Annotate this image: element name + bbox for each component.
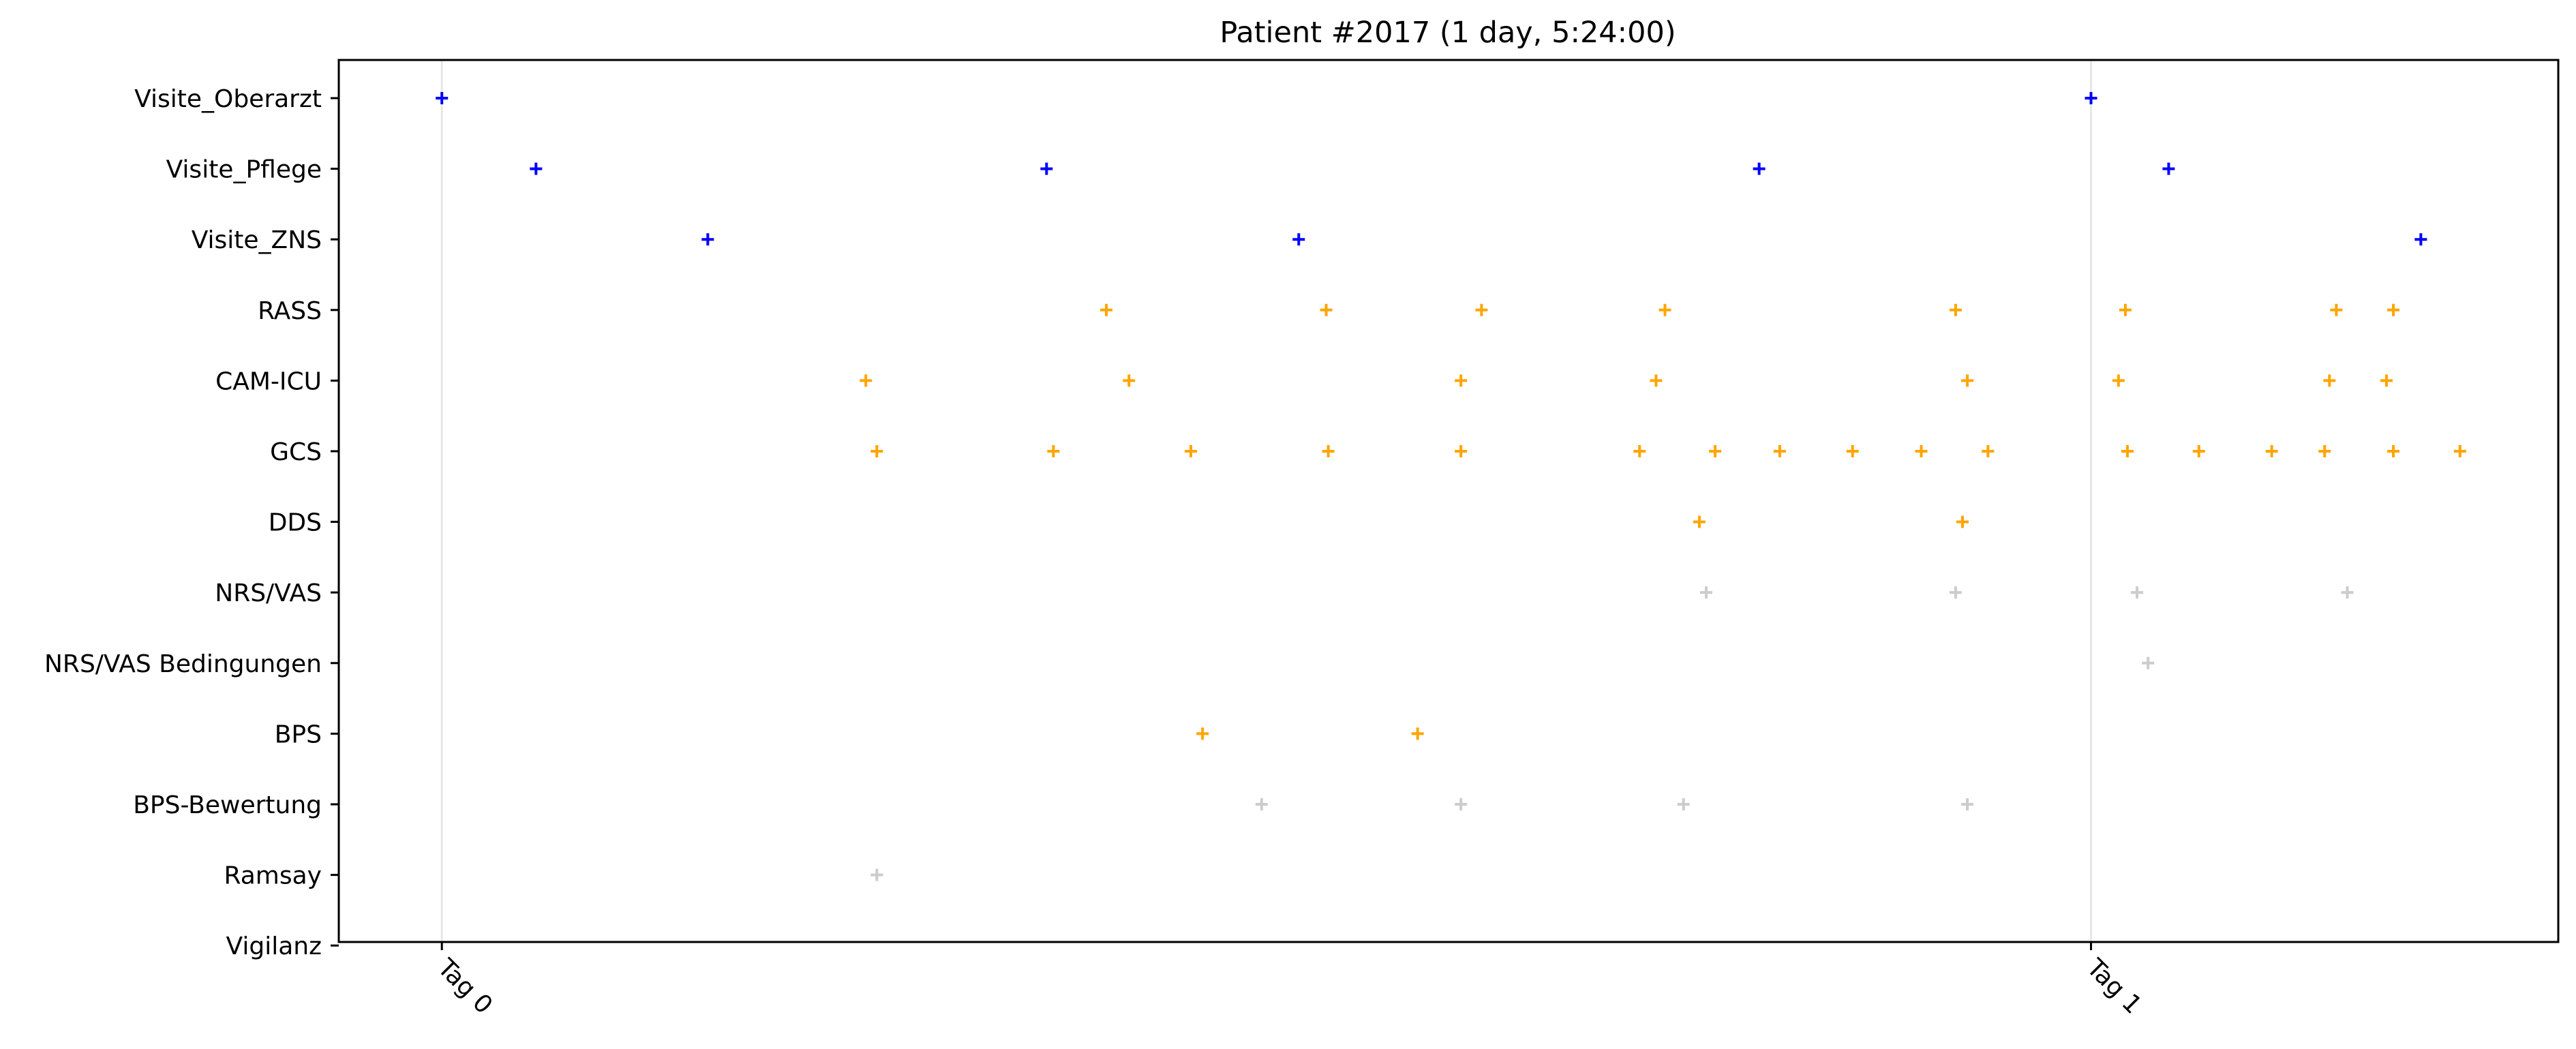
data-point: [1292, 233, 1305, 246]
data-point: [2330, 303, 2343, 316]
data-point: [2380, 374, 2393, 387]
y-axis: Visite_Oberarzt Visite_Pflege Visite_ZNS RA…: [44, 85, 339, 960]
y-tick-label: Visite_Pflege: [166, 156, 322, 184]
data-point: [2142, 656, 2155, 669]
x-axis: Tag 0 Tag 1: [431, 942, 2147, 1020]
y-tick-label: GCS: [270, 438, 322, 466]
x-tick-label: Tag 1: [2080, 954, 2147, 1020]
data-point: [701, 233, 714, 246]
data-point: [2192, 445, 2205, 457]
data-point: [860, 374, 873, 387]
y-tick-label: BPS-Bewertung: [133, 791, 322, 819]
data-point: [1196, 727, 1209, 740]
day-lines: [440, 60, 2093, 942]
y-tick-label: NRS/VAS Bedingungen: [44, 650, 322, 678]
data-point: [1982, 445, 1995, 457]
data-point: [1633, 445, 1646, 457]
data-point: [1455, 798, 1468, 810]
data-point: [1700, 586, 1713, 599]
data-point: [1650, 374, 1663, 387]
data-point: [2341, 586, 2354, 599]
data-point: [1100, 303, 1112, 316]
data-point: [2323, 374, 2336, 387]
data-point: [1949, 303, 1962, 316]
data-point: [1956, 515, 1969, 528]
plot-area: [337, 59, 2560, 943]
data-point: [2318, 445, 2331, 457]
data-point: [2121, 445, 2134, 457]
data-point: [1949, 586, 1962, 599]
data-point: [870, 445, 883, 457]
data-point: [2085, 92, 2097, 104]
data-point: [1773, 445, 1786, 457]
data-point: [530, 162, 543, 175]
y-tick-label: Vigilanz: [226, 932, 322, 960]
x-tick-label: Tag 0: [431, 954, 498, 1020]
data-point: [1047, 445, 1060, 457]
data-point: [1320, 303, 1333, 316]
y-tick-label: RASS: [258, 297, 322, 325]
data-point: [1455, 374, 1468, 387]
chart-title: Patient #2017 (1 day, 5:24:00): [1219, 16, 1676, 50]
data-point: [1658, 303, 1671, 316]
data-point: [2162, 162, 2175, 175]
y-tick-label: DDS: [269, 509, 322, 537]
y-tick-label: NRS/VAS: [215, 579, 322, 607]
data-point: [1255, 798, 1268, 810]
data-point: [2453, 445, 2466, 457]
data-point: [1184, 445, 1197, 457]
y-tick-label: Visite_Oberarzt: [134, 85, 322, 113]
data-point: [2119, 303, 2132, 316]
data-point: [1123, 374, 1136, 387]
data-point: [1475, 303, 1488, 316]
data-point: [2387, 303, 2400, 316]
data-point: [2112, 374, 2125, 387]
data-point: [2131, 586, 2144, 599]
data-point: [2414, 233, 2427, 246]
y-tick-label: Ramsay: [224, 862, 322, 890]
data-point: [1455, 445, 1468, 457]
data-point: [1040, 162, 1053, 175]
y-tick-label: Visite_ZNS: [192, 226, 322, 254]
data-point: [1753, 162, 1766, 175]
data-point: [1693, 515, 1706, 528]
data-point: [1677, 798, 1690, 810]
data-point: [1411, 727, 1424, 740]
data-markers: [436, 92, 2466, 881]
y-tick-label: CAM-ICU: [215, 367, 322, 395]
data-point: [1322, 445, 1335, 457]
data-point: [2265, 445, 2278, 457]
data-point: [436, 92, 449, 104]
data-point: [1915, 445, 1928, 457]
data-point: [2387, 445, 2400, 457]
data-point: [870, 868, 883, 881]
y-tick-label: BPS: [275, 720, 322, 748]
data-point: [1961, 798, 1974, 810]
data-point: [1961, 374, 1974, 387]
data-point: [1846, 445, 1859, 457]
data-point: [1709, 445, 1722, 457]
